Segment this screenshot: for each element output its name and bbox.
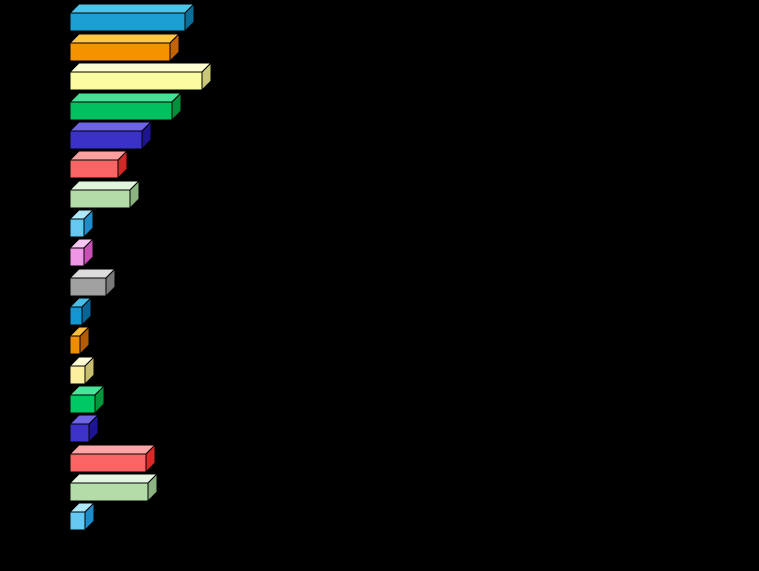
bar-1-top-face [68, 3, 196, 14]
bar-2-front-face [69, 42, 171, 62]
bar-13-front-face [69, 365, 86, 385]
bar-2[interactable] [68, 32, 181, 63]
bar-5[interactable] [68, 120, 153, 151]
bar-5-top-face [68, 121, 153, 132]
bar-17[interactable] [68, 472, 159, 503]
bar-12[interactable] [68, 325, 91, 356]
bar-11[interactable] [68, 296, 93, 327]
bar-17-top-face [68, 473, 159, 484]
bar-1-front-face [69, 12, 186, 32]
bar-18-front-face [69, 511, 86, 531]
bar-14[interactable] [68, 384, 106, 415]
bar-3[interactable] [68, 61, 213, 92]
bar-6[interactable] [68, 149, 129, 180]
bar-5-front-face [69, 130, 143, 150]
bar-3-top-face [68, 62, 213, 73]
bar-18[interactable] [68, 501, 96, 532]
bar-1[interactable] [68, 2, 196, 33]
bar-13[interactable] [68, 355, 96, 386]
bar-8[interactable] [68, 208, 95, 239]
bar-12-front-face [69, 335, 81, 355]
bar-4[interactable] [68, 91, 183, 122]
bar-6-front-face [69, 159, 119, 179]
bar-14-front-face [69, 394, 96, 414]
bar-10[interactable] [68, 267, 117, 298]
bar-6-top-face [68, 150, 129, 161]
bar-8-front-face [69, 218, 85, 238]
bar-7-top-face [68, 180, 141, 191]
bar-9[interactable] [68, 237, 95, 268]
bar-7-front-face [69, 189, 131, 209]
bar-11-front-face [69, 306, 83, 326]
bar-3-front-face [69, 71, 203, 91]
bar-16-front-face [69, 453, 147, 473]
bar-16[interactable] [68, 443, 157, 474]
bar-15[interactable] [68, 413, 100, 444]
bar-9-front-face [69, 247, 85, 267]
bar-2-top-face [68, 33, 181, 44]
bar-4-top-face [68, 92, 183, 103]
bar-10-front-face [69, 277, 107, 297]
bar-7[interactable] [68, 179, 141, 210]
bar-17-front-face [69, 482, 149, 502]
bar-16-top-face [68, 444, 157, 455]
bar-4-front-face [69, 101, 173, 121]
bar-15-front-face [69, 423, 90, 443]
